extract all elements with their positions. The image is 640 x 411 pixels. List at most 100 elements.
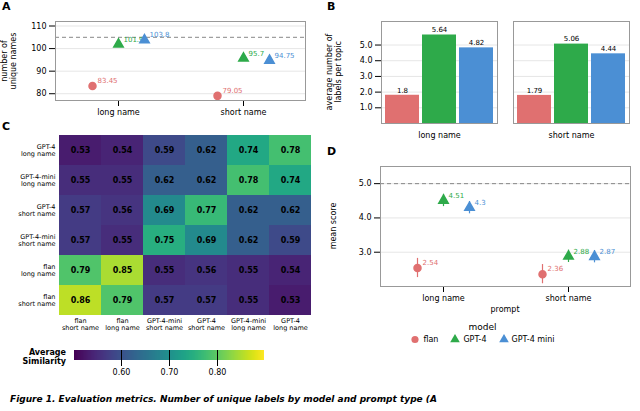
svg-text:GPT-4short name: GPT-4short name xyxy=(188,317,225,332)
svg-text:0.57: 0.57 xyxy=(71,206,91,215)
html-text:flan: flan xyxy=(423,334,439,344)
svg-text:94.75: 94.75 xyxy=(275,52,295,60)
svg-text:0.69: 0.69 xyxy=(155,206,175,215)
svg-text:0.74: 0.74 xyxy=(239,146,259,155)
svg-text:0.54: 0.54 xyxy=(281,266,301,275)
svg-text:0.62: 0.62 xyxy=(239,236,259,245)
svg-text:flanlong name: flanlong name xyxy=(21,263,56,278)
svg-text:0.62: 0.62 xyxy=(281,206,301,215)
svg-text:5.0: 5.0 xyxy=(359,179,372,188)
svg-text:0.79: 0.79 xyxy=(71,266,91,275)
svg-text:2.54: 2.54 xyxy=(423,259,439,267)
svg-text:0.77: 0.77 xyxy=(197,206,217,215)
svg-text:GPT-4-minishort name: GPT-4-minishort name xyxy=(146,317,183,332)
svg-text:0.80: 0.80 xyxy=(209,368,227,377)
svg-text:GPT-4long name: GPT-4long name xyxy=(21,143,56,158)
svg-text:short name: short name xyxy=(221,108,267,117)
svg-text:4.44: 4.44 xyxy=(601,45,617,53)
svg-text:0.55: 0.55 xyxy=(239,296,259,305)
svg-text:2.0: 2.0 xyxy=(360,88,373,97)
svg-text:0.57: 0.57 xyxy=(71,236,91,245)
html-text:D: D xyxy=(327,145,337,158)
svg-text:0.54: 0.54 xyxy=(113,146,133,155)
svg-text:short name: short name xyxy=(546,294,592,303)
svg-text:3.0: 3.0 xyxy=(360,72,373,81)
svg-text:GPT-4-minilong name: GPT-4-minilong name xyxy=(231,317,266,332)
svg-text:2.87: 2.87 xyxy=(600,248,616,256)
svg-text:0.53: 0.53 xyxy=(71,146,91,155)
svg-text:0.75: 0.75 xyxy=(155,236,175,245)
svg-text:0.53: 0.53 xyxy=(281,296,301,305)
svg-text:5.64: 5.64 xyxy=(432,26,448,34)
svg-text:0.59: 0.59 xyxy=(281,236,301,245)
svg-text:long name: long name xyxy=(97,108,140,117)
svg-text:100: 100 xyxy=(31,44,46,53)
html-text:mean score: mean score xyxy=(329,202,339,250)
svg-text:short name: short name xyxy=(549,131,595,140)
svg-text:long name: long name xyxy=(422,294,465,303)
svg-text:95.7: 95.7 xyxy=(249,50,265,58)
svg-text:GPT-4short name: GPT-4short name xyxy=(18,203,55,218)
html-text:number of unique names: number of unique names xyxy=(0,32,18,89)
svg-text:flanshort name: flanshort name xyxy=(18,293,55,308)
svg-text:0.62: 0.62 xyxy=(197,176,217,185)
html-text:average number of labels per t: average number of labels per topic xyxy=(324,33,343,111)
svg-text:0.62: 0.62 xyxy=(239,206,259,215)
svg-text:0.55: 0.55 xyxy=(71,176,91,185)
svg-text:79.05: 79.05 xyxy=(223,87,243,95)
svg-text:0.55: 0.55 xyxy=(239,266,259,275)
svg-text:long name: long name xyxy=(418,131,461,140)
html-text:C: C xyxy=(2,120,11,133)
svg-text:0.70: 0.70 xyxy=(161,368,179,377)
svg-text:0.56: 0.56 xyxy=(113,206,133,215)
svg-text:flanshort name: flanshort name xyxy=(62,317,99,332)
svg-text:4.3: 4.3 xyxy=(475,199,486,207)
svg-text:0.55: 0.55 xyxy=(113,236,133,245)
svg-text:GPT-4-minilong name: GPT-4-minilong name xyxy=(20,173,55,188)
svg-text:0.62: 0.62 xyxy=(155,176,175,185)
svg-text:2.36: 2.36 xyxy=(548,265,564,273)
svg-text:1.0: 1.0 xyxy=(360,103,373,112)
svg-text:5.06: 5.06 xyxy=(564,35,580,43)
svg-text:0.79: 0.79 xyxy=(113,296,133,305)
svg-text:0.78: 0.78 xyxy=(281,146,301,155)
html-text:Average Similarity: Average Similarity xyxy=(22,348,66,367)
html-text:model: model xyxy=(468,322,497,332)
svg-text:4.51: 4.51 xyxy=(449,192,465,200)
html-text:A: A xyxy=(2,0,11,13)
html-text:GPT-4: GPT-4 xyxy=(463,334,487,344)
html-text:GPT-4 mini: GPT-4 mini xyxy=(511,334,555,344)
svg-text:0.85: 0.85 xyxy=(113,266,133,275)
svg-text:0.57: 0.57 xyxy=(197,296,217,305)
svg-text:90: 90 xyxy=(36,67,46,76)
svg-text:0.86: 0.86 xyxy=(71,296,91,305)
svg-text:5.0: 5.0 xyxy=(360,41,373,50)
svg-text:0.55: 0.55 xyxy=(155,266,175,275)
svg-text:GPT-4-minishort name: GPT-4-minishort name xyxy=(18,233,55,248)
html-text:B: B xyxy=(327,0,336,13)
svg-text:GPT-4long name: GPT-4long name xyxy=(273,317,308,332)
svg-text:80: 80 xyxy=(36,89,46,98)
svg-text:1.79: 1.79 xyxy=(527,87,543,95)
svg-text:110: 110 xyxy=(31,22,46,31)
svg-text:3.0: 3.0 xyxy=(359,248,372,257)
svg-text:1.8: 1.8 xyxy=(397,86,408,94)
svg-text:4.82: 4.82 xyxy=(469,39,485,47)
html-text:Figure 1. Evaluation metrics.: Figure 1. Evaluation metrics. Number of … xyxy=(10,394,437,404)
svg-text:4.0: 4.0 xyxy=(359,213,372,222)
svg-text:103.8: 103.8 xyxy=(150,31,170,39)
svg-text:101.9: 101.9 xyxy=(123,35,144,44)
svg-text:2.88: 2.88 xyxy=(574,248,590,256)
svg-text:0.59: 0.59 xyxy=(155,146,175,155)
svg-text:0.57: 0.57 xyxy=(155,296,175,305)
svg-text:0.56: 0.56 xyxy=(197,266,217,275)
svg-text:flanlong name: flanlong name xyxy=(105,317,140,332)
svg-text:0.60: 0.60 xyxy=(113,368,131,377)
svg-text:0.74: 0.74 xyxy=(281,176,301,185)
svg-text:4.0: 4.0 xyxy=(360,56,373,65)
svg-text:0.78: 0.78 xyxy=(239,176,259,185)
svg-text:0.69: 0.69 xyxy=(197,236,217,245)
svg-text:0.62: 0.62 xyxy=(197,146,217,155)
svg-text:0.55: 0.55 xyxy=(113,176,133,185)
svg-text:83.45: 83.45 xyxy=(98,77,118,85)
